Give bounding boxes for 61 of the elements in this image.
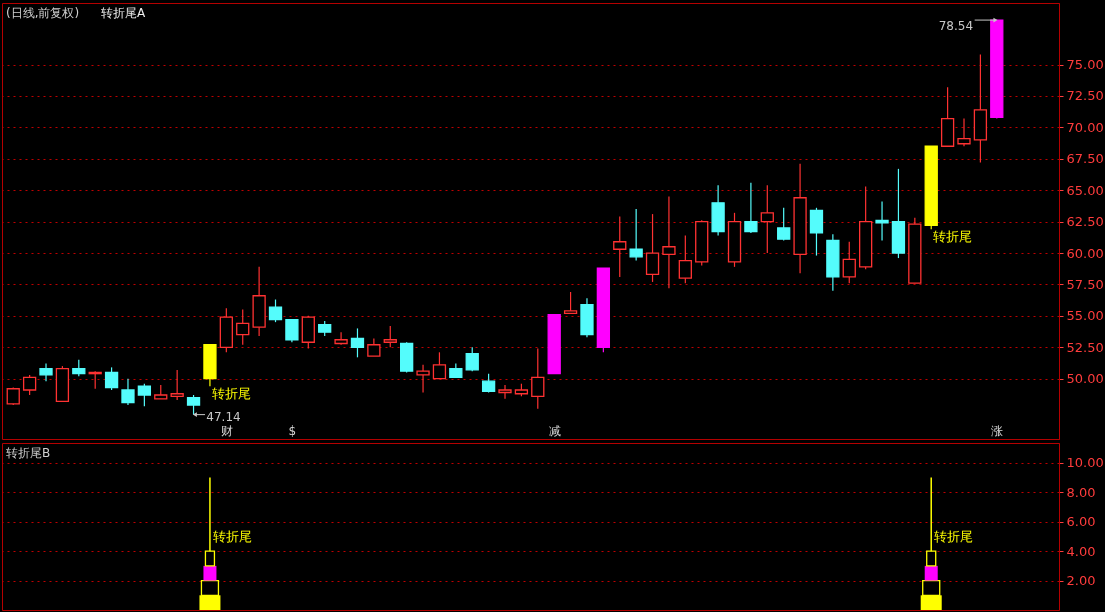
y-tick-label: 6.00 bbox=[1066, 514, 1096, 530]
y-tick-label: 2.00 bbox=[1066, 573, 1096, 589]
chart-subtitle: 转折尾A bbox=[101, 6, 146, 20]
candlestick bbox=[170, 369, 184, 401]
text: 转折尾 bbox=[211, 386, 251, 402]
candlestick bbox=[777, 207, 791, 242]
y-tick-label: 50.00 bbox=[1066, 371, 1104, 387]
x-tick-label: 涨 bbox=[991, 423, 1004, 438]
series-label: 转折尾 bbox=[212, 529, 252, 545]
x-tick-label: 减 bbox=[548, 423, 561, 438]
candlestick bbox=[121, 378, 135, 406]
y-tick-label: 75.00 bbox=[1066, 57, 1104, 73]
candlestick bbox=[842, 241, 856, 284]
candlestick bbox=[662, 195, 676, 289]
y-tick-label: 70.00 bbox=[1066, 119, 1104, 135]
chart-title: (日线,前复权) bbox=[6, 6, 80, 20]
text: 78.54 bbox=[938, 19, 974, 34]
y-tick-label: 55.00 bbox=[1066, 308, 1104, 324]
candlestick bbox=[629, 208, 643, 262]
y-tick-label: 10.00 bbox=[1066, 455, 1104, 471]
candlestick bbox=[268, 298, 283, 323]
candlestick bbox=[678, 234, 692, 284]
candlestick bbox=[350, 327, 365, 358]
y-tick-label: 67.50 bbox=[1066, 151, 1104, 167]
bar bbox=[924, 565, 938, 581]
candlestick bbox=[383, 325, 397, 348]
y-tick-label: 60.00 bbox=[1066, 245, 1104, 261]
candlestick bbox=[236, 308, 250, 346]
y-tick-label: 62.50 bbox=[1066, 214, 1104, 230]
candlestick bbox=[744, 182, 758, 234]
candlestick bbox=[613, 216, 627, 278]
candlestick bbox=[645, 213, 660, 283]
candlestick bbox=[563, 291, 578, 314]
y-tick-label: 65.00 bbox=[1066, 182, 1104, 198]
y-tick-label: 8.00 bbox=[1066, 484, 1096, 500]
y-tick-label: 57.50 bbox=[1066, 276, 1104, 292]
candlestick bbox=[432, 351, 447, 380]
candlestick bbox=[875, 200, 889, 242]
candlestick bbox=[809, 207, 824, 257]
x-tick-label: 财 bbox=[220, 423, 233, 438]
candlestick bbox=[186, 394, 201, 416]
chart-title: 转折尾B bbox=[6, 446, 51, 460]
text: 转折尾 bbox=[933, 229, 973, 245]
candlestick bbox=[22, 374, 37, 396]
candlestick bbox=[104, 366, 119, 391]
candlestick bbox=[481, 373, 496, 394]
y-tick-label: 52.50 bbox=[1066, 339, 1104, 355]
y-tick-label: 72.50 bbox=[1066, 88, 1104, 104]
candlestick bbox=[416, 364, 430, 394]
x-tick-label: $ bbox=[288, 423, 297, 438]
y-tick-label: 4.00 bbox=[1066, 543, 1096, 559]
bar bbox=[203, 565, 217, 581]
candlestick bbox=[531, 347, 545, 410]
text: 47.14 bbox=[206, 409, 241, 424]
text: 转折尾 bbox=[934, 529, 974, 545]
candlestick bbox=[498, 384, 512, 400]
candlestick bbox=[334, 331, 348, 346]
candlestick bbox=[285, 318, 299, 343]
candlestick bbox=[760, 184, 774, 254]
candlestick bbox=[137, 383, 152, 407]
candlestick bbox=[957, 118, 971, 147]
